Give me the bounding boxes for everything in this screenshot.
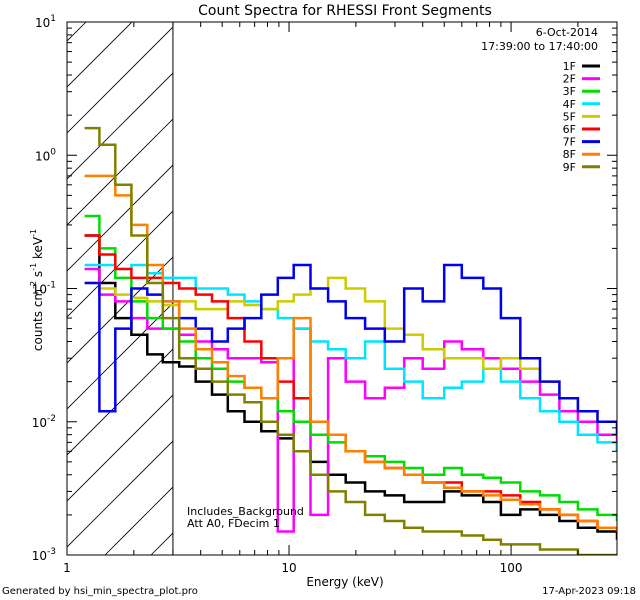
y-tick-label--2: 10-2 <box>32 414 56 430</box>
y-label-exp-2: -1 <box>29 263 38 271</box>
chart-title: Count Spectra for RHESSI Front Segments <box>198 3 492 19</box>
hatch-line-10 <box>67 348 173 456</box>
legend-label-3F: 3F <box>563 85 576 98</box>
hatched-region <box>67 22 173 555</box>
legend-label-8F: 8F <box>563 148 576 161</box>
series-6F <box>84 234 617 532</box>
x-axis: 1 10 100 <box>63 22 618 575</box>
legend-label-5F: 5F <box>563 110 576 123</box>
legend-label-4F: 4F <box>563 98 576 111</box>
y-label-part-1: counts cm <box>31 289 45 351</box>
legend-date: 6-Oct-2014 <box>536 26 598 39</box>
hatch-line-7 <box>67 210 173 318</box>
y-label-exp-1: -2 <box>29 281 38 289</box>
hatch-line-4 <box>67 72 173 180</box>
y-axis: 10-3 10-2 10-1 100 101 <box>32 14 617 563</box>
series-8F <box>84 174 617 532</box>
series-3F <box>84 214 617 521</box>
x-tick-label-100: 100 <box>500 561 523 575</box>
hatch-line-8 <box>67 256 173 364</box>
y-label-part-2: s <box>31 271 45 281</box>
legend-label-2F: 2F <box>563 73 576 86</box>
series-7F <box>84 263 617 435</box>
y-axis-label: counts cm-2 s-1 keV-1 <box>29 229 45 351</box>
legend-label-1F: 1F <box>563 60 576 73</box>
y-tick-label--3: 10-3 <box>32 547 56 563</box>
legend: 6-Oct-2014 17:39:00 to 17:40:00 1F2F3F4F… <box>481 26 600 174</box>
y-tick-label-0: 100 <box>35 147 56 163</box>
legend-label-6F: 6F <box>563 123 576 136</box>
x-tick-label-1: 1 <box>63 561 71 575</box>
x-tick-label-10: 10 <box>281 561 296 575</box>
y-label-exp-3: -1 <box>29 229 38 237</box>
legend-time-range: 17:39:00 to 17:40:00 <box>481 40 598 53</box>
hatch-line-11 <box>67 394 173 502</box>
footer-generated-by: Generated by hsi_min_spectra_plot.pro <box>2 586 198 597</box>
annotation-background: Includes_Background <box>187 505 304 518</box>
series-9F <box>84 126 617 555</box>
series-layer <box>84 126 617 555</box>
y-tick-label-1: 101 <box>35 14 56 30</box>
annotation-attenuator: Att A0, FDecim 1 <box>187 517 280 530</box>
series-1F <box>84 234 617 540</box>
legend-label-7F: 7F <box>563 136 576 149</box>
x-axis-label: Energy (keV) <box>306 575 383 589</box>
series-4F <box>84 263 617 452</box>
footer-timestamp: 17-Apr-2023 09:18 <box>542 586 636 597</box>
y-label-part-3: keV <box>31 236 45 263</box>
hatch-line-3 <box>67 26 173 134</box>
hatch-line-9 <box>67 302 173 410</box>
hatch-line-12 <box>67 440 173 548</box>
legend-label-9F: 9F <box>563 161 576 174</box>
y-tick-label--1: 10-1 <box>32 281 56 297</box>
